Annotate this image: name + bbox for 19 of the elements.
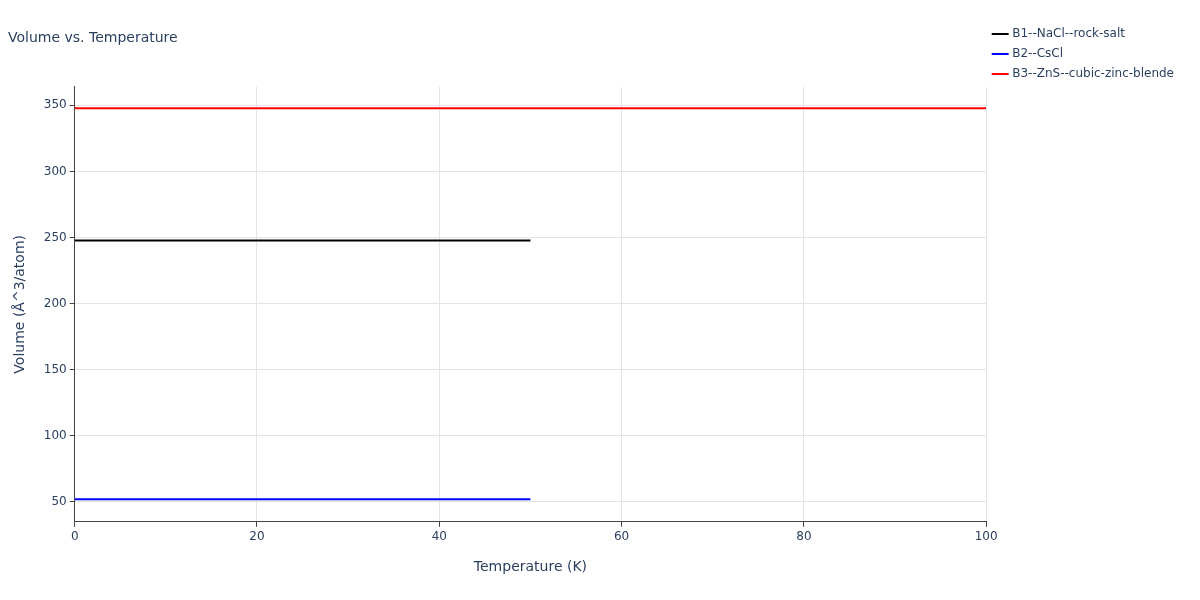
y-axis-title: Volume (Å^3/atom): [11, 234, 28, 374]
legend-label: B3--ZnS--cubic-zinc-blende: [1012, 66, 1175, 81]
y-tick-label: 50: [51, 494, 67, 509]
x-tick-label: 20: [249, 529, 265, 544]
x-tick-label: 40: [431, 529, 447, 544]
y-tick-label: 300: [43, 163, 67, 178]
x-tick-label: 60: [613, 529, 630, 544]
x-tick-label: 80: [796, 529, 812, 544]
y-tick-label: 100: [43, 427, 67, 442]
legend-label: B2--CsCl: [1012, 46, 1064, 61]
x-axis-title: Temperature (K): [472, 558, 588, 575]
chart-title: Volume vs. Temperature: [8, 29, 178, 46]
x-tick-label: 0: [70, 529, 79, 544]
legend-label: B1--NaCl--rock-salt: [1012, 26, 1126, 41]
y-tick-label: 250: [43, 229, 67, 244]
y-tick-label: 150: [43, 361, 67, 376]
y-tick-label: 350: [43, 97, 67, 112]
y-tick-label: 200: [43, 295, 67, 310]
x-tick-label: 100: [974, 529, 998, 544]
